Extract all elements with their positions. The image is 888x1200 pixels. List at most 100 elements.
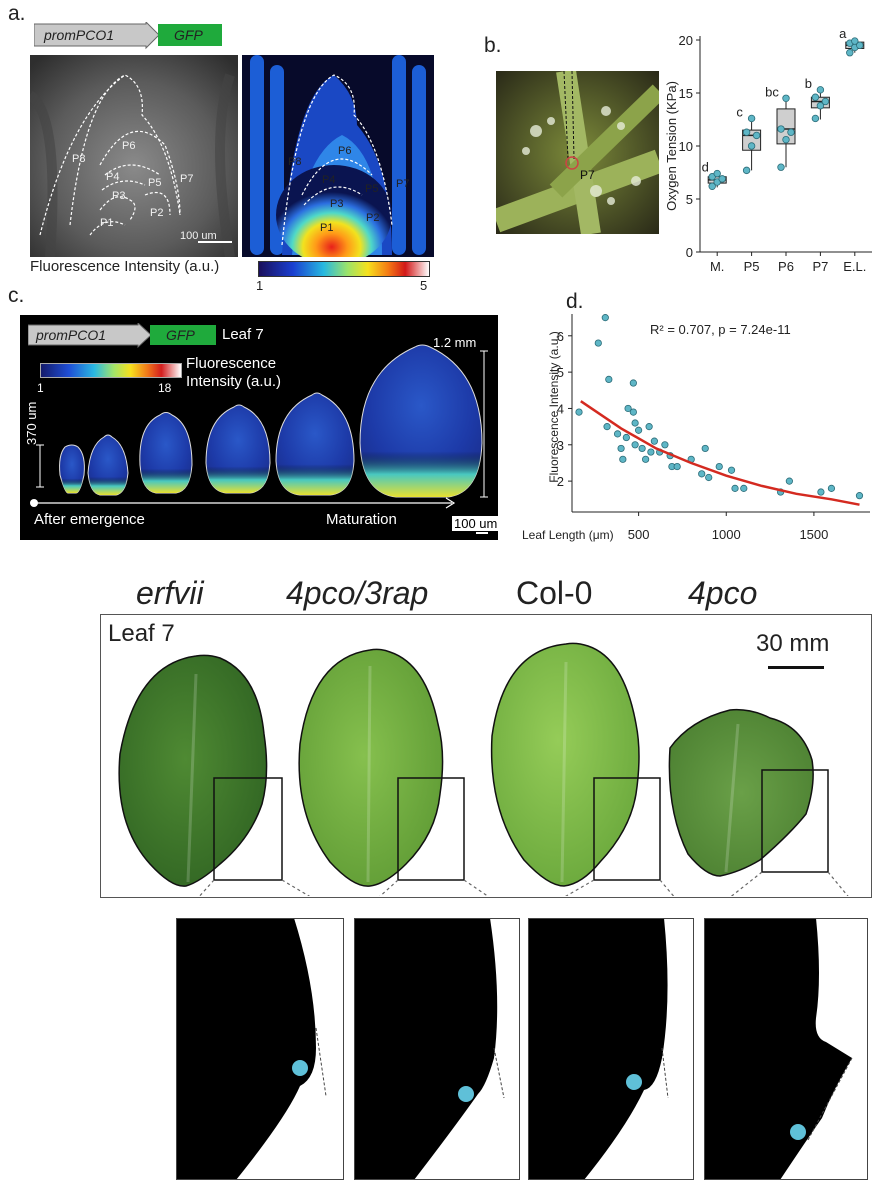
box-point (742, 128, 751, 136)
box-y-axis-label: Oxygen Tension (KPa) (664, 81, 679, 211)
heat-label-p4: P4 (322, 174, 335, 186)
scatter-point (715, 462, 723, 471)
panel-e-genotype-1: 4pco/3rap (286, 575, 429, 611)
scatter-point (740, 484, 748, 492)
box-point (816, 102, 825, 110)
panel-b-boxplot: 0 5 10 15 20 Oxygen Tension (KPa) d M. c P5 bc P6 b P… (664, 28, 872, 274)
scatter-x-tick-label: 500 (628, 527, 650, 542)
panel-a-colorbar-min: 1 (256, 278, 264, 293)
box-point (718, 175, 726, 183)
c-construct-reporter: GFP (166, 327, 195, 343)
box-significance-letter: d (702, 160, 709, 175)
panel-e-genotype-3: 4pco (688, 575, 758, 611)
panel-e-genotype-0: erfvii (136, 575, 204, 611)
box-x-tick-label: P5 (744, 259, 760, 274)
zoom-inset-4pco-3rap (354, 918, 520, 1180)
scatter-point (629, 379, 637, 387)
box-point (821, 97, 830, 106)
scatter-point (631, 419, 639, 427)
box-significance-letter: bc (765, 84, 779, 99)
scatter-y-tick-label: 3 (557, 438, 564, 453)
heat-label-p6: P6 (338, 145, 351, 157)
box-point (713, 169, 721, 178)
panel-c-construct: promPCO1 GFP (28, 323, 216, 349)
box-point (742, 166, 751, 175)
panel-c-leaf-title: Leaf 7 (222, 326, 264, 343)
box-significance-letter: a (839, 28, 847, 41)
panel-c-colorbar (40, 363, 182, 378)
gray-label-p4: P4 (106, 171, 119, 183)
panel-a-construct: promPCO1 GFP (34, 22, 222, 50)
scatter-point (638, 444, 646, 453)
scatter-x-tick-label: 1500 (799, 527, 828, 542)
panel-c-colorbar-max: 18 (158, 381, 172, 395)
construct-reporter-label: GFP (174, 27, 203, 43)
panel-b-photo: P7 (496, 71, 659, 234)
panel-e-scale-bar (768, 666, 824, 669)
scatter-point (661, 441, 669, 449)
panel-e-leaf-title: Leaf 7 (108, 620, 175, 647)
photo-label-p7: P7 (580, 168, 595, 182)
scatter-point (601, 314, 609, 322)
panel-a-colorbar (258, 261, 430, 277)
c-construct-promoter: promPCO1 (35, 327, 106, 343)
panel-d-scatter: 2 3 4 5 6 500 1000 1500 Leaf Length (μm) Fluoresc… (522, 314, 870, 542)
box-x-tick-label: P6 (778, 259, 794, 274)
heat-label-p8: P8 (288, 156, 301, 168)
panel-c-colorbar-min: 1 (37, 381, 44, 395)
gray-label-p3: P3 (112, 190, 125, 202)
scatter-point (645, 423, 653, 431)
box-point (747, 114, 756, 123)
scatter-fit-line (580, 400, 860, 506)
scatter-point (605, 375, 613, 383)
box-point (782, 135, 790, 144)
panel-c-colorbar-label-1: Fluorescence (186, 355, 277, 372)
gray-label-p8: P8 (72, 153, 85, 165)
panel-a-colorbar-label: Fluorescence Intensity (a.u.) (30, 258, 220, 275)
panel-a-colorbar-max: 5 (420, 278, 428, 293)
box-significance-letter: b (805, 76, 812, 91)
gray-label-p5: P5 (148, 177, 161, 189)
panel-c-label: c. (8, 284, 25, 307)
scatter-point (617, 444, 625, 453)
box-point (816, 86, 825, 94)
scatter-point (613, 430, 622, 438)
scatter-point (705, 473, 713, 482)
gray-label-p1: P1 (100, 217, 113, 229)
construct-promoter-label: promPCO1 (43, 27, 114, 43)
zoom-inset-4pco (704, 918, 868, 1180)
micrograph-grayscale: P8 P6 P4 P5 P7 P3 P2 P1 100 um (30, 55, 238, 257)
box-y-tick-label: 15 (679, 86, 693, 101)
scatter-point (727, 466, 736, 474)
panel-b-label: b. (484, 34, 502, 57)
scatter-annotation: R² = 0.707, p = 7.24e-11 (650, 322, 791, 337)
scatter-point (855, 492, 864, 500)
panel-c-colorbar-label-2: Intensity (a.u.) (186, 373, 282, 390)
scatter-y-axis-label: Fluorescence Intensity (a.u.) (547, 331, 561, 482)
box-point (811, 114, 820, 123)
panel-e-genotype-2: Col-0 (516, 575, 593, 611)
panel-e-leaves (118, 642, 849, 896)
scatter-point (731, 484, 739, 492)
scatter-point (650, 437, 658, 445)
panel-c-large-scale: 1.2 mm (433, 335, 476, 350)
box-y-tick-label: 20 (679, 33, 693, 48)
scatter-y-tick-label: 2 (557, 474, 564, 489)
box-x-tick-label: E.L. (843, 259, 866, 274)
scatter-x-axis-label: Leaf Length (μm) (522, 528, 614, 542)
heat-label-p7: P7 (396, 178, 409, 190)
box-point (846, 49, 854, 57)
scatter-point (673, 462, 681, 471)
scatter-point (603, 423, 611, 431)
scatter-point (642, 455, 650, 463)
box-x-tick-label: P7 (812, 259, 828, 274)
panel-d-label: d. (566, 290, 584, 313)
scatter-point (827, 484, 836, 492)
box-point (777, 163, 785, 171)
scatter-point (629, 408, 637, 416)
zoom-inset-erfvii (176, 918, 344, 1180)
scatter-point (631, 441, 639, 449)
scatter-point (701, 444, 709, 453)
heat-label-p3: P3 (330, 198, 343, 210)
panel-c-end-label: Maturation (326, 511, 397, 528)
